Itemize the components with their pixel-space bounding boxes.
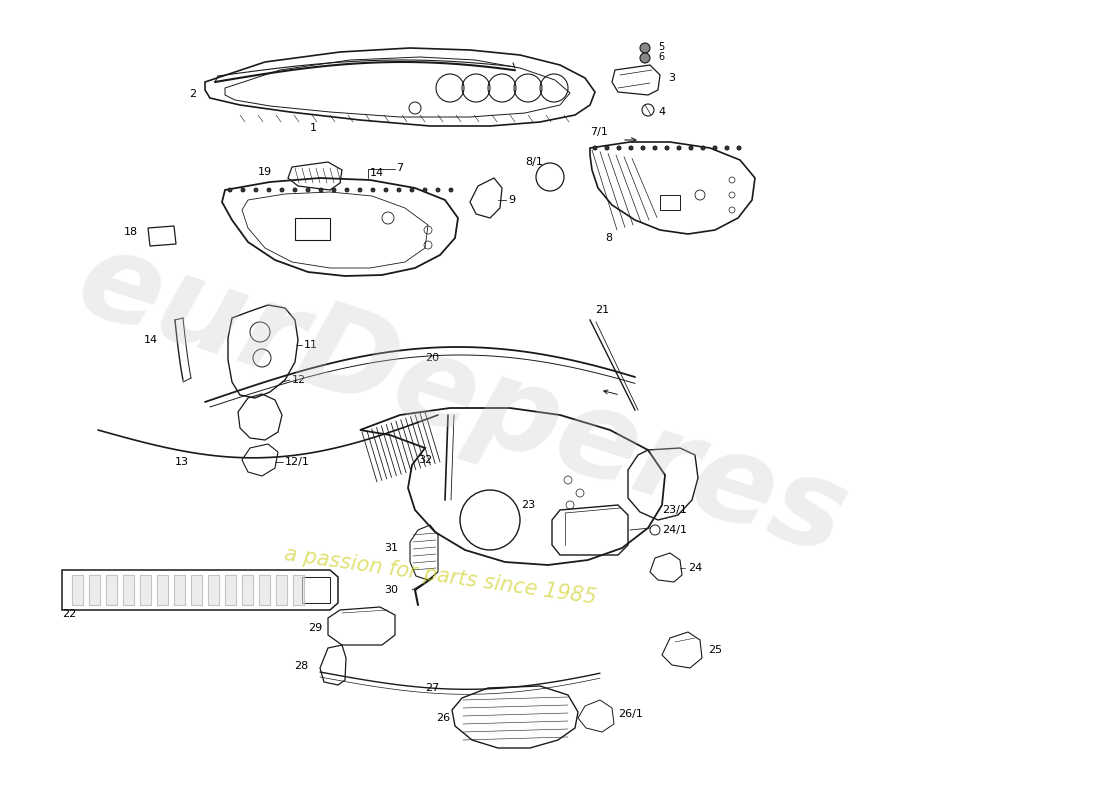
Circle shape	[725, 146, 729, 150]
Circle shape	[384, 188, 388, 192]
Circle shape	[617, 146, 621, 150]
Text: 11: 11	[304, 340, 318, 350]
Circle shape	[241, 188, 245, 192]
Circle shape	[737, 146, 741, 150]
Text: 24/1: 24/1	[662, 525, 688, 535]
Text: 8/1: 8/1	[525, 157, 543, 167]
Circle shape	[605, 146, 609, 150]
Circle shape	[640, 43, 650, 53]
Circle shape	[424, 188, 427, 192]
Circle shape	[254, 188, 258, 192]
Text: 2: 2	[189, 89, 196, 99]
Circle shape	[319, 188, 323, 192]
Text: 8: 8	[605, 233, 612, 243]
Circle shape	[358, 188, 362, 192]
Circle shape	[629, 146, 632, 150]
Circle shape	[332, 188, 336, 192]
Text: 7/1: 7/1	[590, 127, 608, 137]
Text: a passion for parts since 1985: a passion for parts since 1985	[283, 544, 597, 608]
Text: 6: 6	[658, 52, 664, 62]
Circle shape	[593, 146, 597, 150]
Circle shape	[689, 146, 693, 150]
Circle shape	[228, 188, 232, 192]
Circle shape	[371, 188, 375, 192]
Text: 1: 1	[310, 123, 317, 133]
Circle shape	[640, 53, 650, 63]
Text: 5: 5	[658, 42, 664, 52]
Text: 26/1: 26/1	[618, 709, 642, 719]
Text: 29: 29	[308, 623, 322, 633]
Text: 4: 4	[658, 107, 666, 117]
Circle shape	[345, 188, 349, 192]
Circle shape	[293, 188, 297, 192]
Text: 23: 23	[521, 500, 535, 510]
Circle shape	[410, 188, 414, 192]
Text: 22: 22	[62, 609, 76, 619]
Text: 12: 12	[292, 375, 306, 385]
Text: 19: 19	[257, 167, 272, 177]
Text: 9: 9	[508, 195, 515, 205]
Circle shape	[436, 188, 440, 192]
Circle shape	[267, 188, 271, 192]
Text: 21: 21	[595, 305, 609, 315]
Text: 30: 30	[384, 585, 398, 595]
Text: eurDeperes: eurDeperes	[63, 221, 861, 579]
Text: 14: 14	[370, 168, 384, 178]
Circle shape	[280, 188, 284, 192]
Circle shape	[676, 146, 681, 150]
Circle shape	[397, 188, 401, 192]
Text: 3: 3	[668, 73, 675, 83]
Circle shape	[306, 188, 310, 192]
Circle shape	[701, 146, 705, 150]
Text: 7: 7	[396, 163, 403, 173]
Text: 32: 32	[418, 455, 432, 465]
Circle shape	[653, 146, 657, 150]
Text: 26: 26	[436, 713, 450, 723]
Text: 12/1: 12/1	[285, 457, 310, 467]
Circle shape	[666, 146, 669, 150]
Text: 24: 24	[688, 563, 702, 573]
Text: 18: 18	[124, 227, 138, 237]
Text: 20: 20	[425, 353, 439, 363]
Circle shape	[449, 188, 453, 192]
Text: 31: 31	[384, 543, 398, 553]
Text: 14: 14	[144, 335, 158, 345]
Text: 23/1: 23/1	[662, 505, 686, 515]
Text: 25: 25	[708, 645, 722, 655]
Text: 27: 27	[425, 683, 439, 693]
Circle shape	[713, 146, 717, 150]
Circle shape	[641, 146, 645, 150]
Text: 28: 28	[294, 661, 308, 671]
Text: 13: 13	[175, 457, 189, 467]
